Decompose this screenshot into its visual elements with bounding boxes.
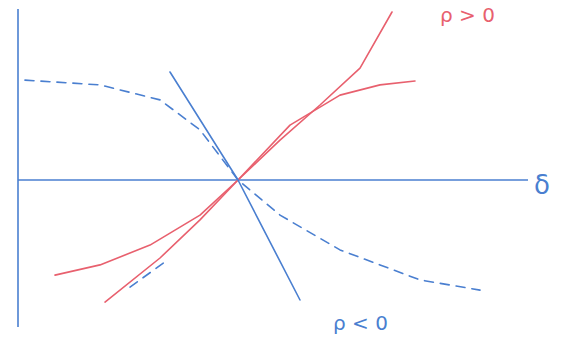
- series-group: [25, 12, 480, 302]
- series-line: [170, 72, 300, 300]
- x-axis: [18, 179, 528, 181]
- annotation: ρ > 0: [440, 3, 495, 27]
- x-axis-title: δ: [534, 170, 550, 200]
- y-axis: [17, 9, 19, 327]
- series-line: [130, 262, 165, 287]
- series-line: [105, 81, 415, 302]
- annotation: ρ < 0: [333, 311, 388, 335]
- chart: δ ρ > 0 ρ < 0: [0, 0, 569, 340]
- series-line: [25, 80, 480, 290]
- series-line: [55, 12, 392, 275]
